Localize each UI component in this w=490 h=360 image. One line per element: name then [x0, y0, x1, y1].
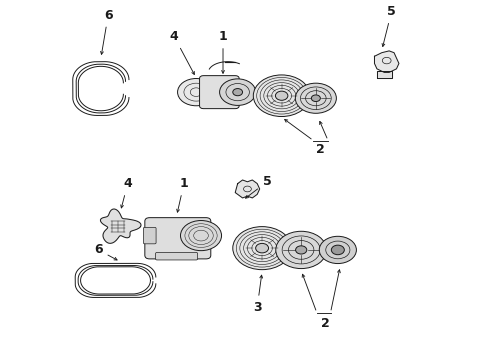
Text: 4: 4 [170, 30, 195, 75]
Polygon shape [235, 180, 260, 198]
FancyBboxPatch shape [145, 218, 211, 259]
Text: 1: 1 [219, 30, 227, 73]
Circle shape [331, 245, 344, 255]
Text: 6: 6 [94, 243, 117, 260]
Polygon shape [100, 209, 141, 243]
Text: 4: 4 [121, 177, 132, 208]
Circle shape [295, 246, 307, 254]
Circle shape [253, 75, 310, 117]
FancyBboxPatch shape [144, 227, 156, 244]
Circle shape [177, 78, 215, 106]
Text: 5: 5 [382, 5, 396, 46]
Circle shape [180, 221, 221, 251]
Text: 1: 1 [177, 177, 188, 212]
FancyBboxPatch shape [199, 76, 239, 109]
Circle shape [220, 79, 256, 105]
Circle shape [275, 91, 288, 100]
Polygon shape [374, 51, 399, 72]
Circle shape [319, 236, 356, 264]
Circle shape [276, 231, 327, 269]
Text: 2: 2 [317, 143, 325, 156]
Circle shape [233, 226, 292, 270]
Circle shape [256, 243, 269, 253]
Circle shape [233, 89, 243, 96]
Circle shape [311, 95, 320, 102]
FancyBboxPatch shape [156, 252, 197, 260]
Circle shape [295, 83, 336, 113]
Text: 3: 3 [253, 275, 263, 314]
Polygon shape [377, 71, 392, 78]
Text: 5: 5 [245, 175, 271, 198]
Text: 6: 6 [100, 9, 113, 54]
Text: 2: 2 [321, 317, 330, 330]
